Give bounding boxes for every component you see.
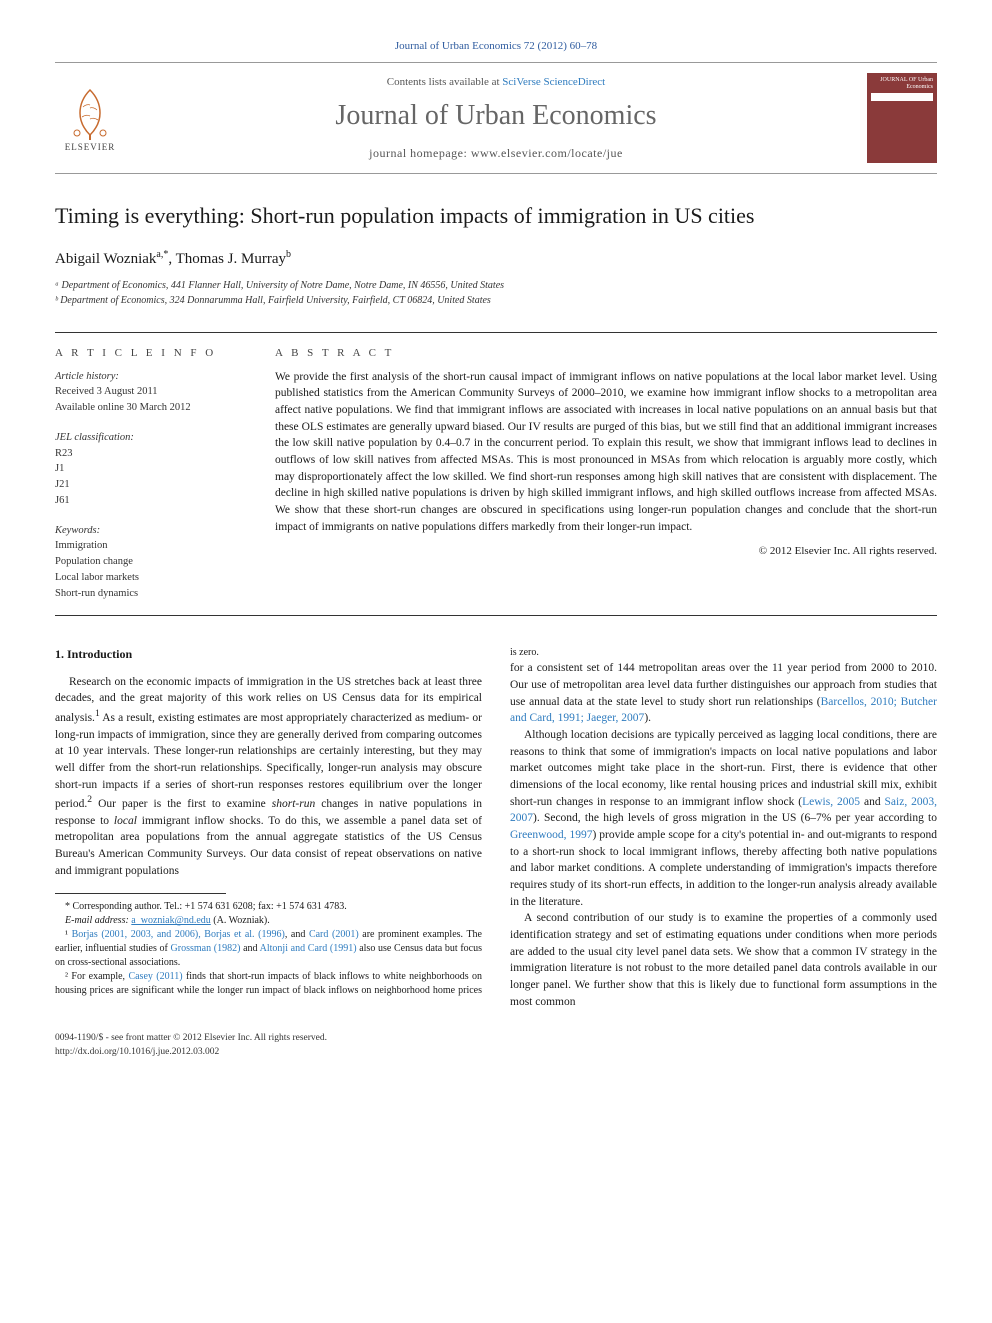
body-para: Research on the economic impacts of immi… (55, 674, 482, 880)
contents-prefix: Contents lists available at (387, 76, 502, 88)
para-text: ). Second, the high levels of gross migr… (533, 812, 937, 824)
citation-link[interactable]: Greenwood, 1997 (510, 829, 592, 841)
history-label: Article history: (55, 369, 245, 385)
fn-marker: ¹ (65, 929, 72, 940)
email-link[interactable]: a_wozniak@nd.edu (131, 915, 210, 926)
online-date: Available online 30 March 2012 (55, 400, 245, 416)
affiliation-b: ᵇ Department of Economics, 324 Donnarumm… (55, 293, 937, 308)
citation-link[interactable]: Altonji and Card (1991) (260, 943, 357, 954)
footer-copyright: 0094-1190/$ - see front matter © 2012 El… (55, 1032, 937, 1045)
journal-name: Journal of Urban Economics (125, 100, 867, 132)
para-text: ). (644, 712, 651, 724)
affiliation-a: ᵃ Department of Economics, 441 Flanner H… (55, 278, 937, 293)
citation-link[interactable]: Card (2001) (309, 929, 359, 940)
fn-text: , and (285, 929, 309, 940)
email-line: E-mail address: a_wozniak@nd.edu (A. Woz… (55, 914, 482, 928)
abstract-text: We provide the first analysis of the sho… (275, 369, 937, 536)
author-1: Abigail Wozniak (55, 251, 156, 267)
para-text: As a result, existing estimates are most… (55, 712, 482, 810)
body-para: A second contribution of our study is to… (510, 910, 937, 1010)
elsevier-logo: ELSEVIER (55, 78, 125, 158)
keywords-label: Keywords: (55, 523, 245, 539)
abstract-column: A B S T R A C T We provide the first ana… (275, 332, 937, 616)
email-label: E-mail address: (65, 915, 131, 926)
received-date: Received 3 August 2011 (55, 384, 245, 400)
footnote-rule (55, 893, 226, 894)
para-em: local (114, 815, 137, 827)
para-text: Our paper is the first to examine (92, 798, 272, 810)
keyword: Population change (55, 554, 245, 570)
citation-link[interactable]: Lewis, 2005 (802, 796, 860, 808)
elsevier-tree-icon (65, 85, 115, 140)
email-suffix: (A. Wozniak). (211, 915, 270, 926)
body-columns: 1. Introduction Research on the economic… (55, 646, 937, 1010)
citation-link[interactable]: Grossman (1982) (171, 943, 241, 954)
citation-link[interactable]: Borjas (2001, 2003, and 2006), Borjas et… (72, 929, 285, 940)
jel-code: J61 (55, 493, 245, 509)
homepage-prefix: journal homepage: (369, 146, 471, 160)
fn-text: and (240, 943, 259, 954)
section-heading-intro: 1. Introduction (55, 646, 482, 663)
keyword: Immigration (55, 538, 245, 554)
keyword: Short-run dynamics (55, 586, 245, 602)
contents-available-line: Contents lists available at SciVerse Sci… (125, 76, 867, 88)
author-2: Thomas J. Murray (176, 251, 286, 267)
body-para: Although location decisions are typicall… (510, 727, 937, 910)
footnote-1: ¹ Borjas (2001, 2003, and 2006), Borjas … (55, 928, 482, 970)
footer: 0094-1190/$ - see front matter © 2012 El… (55, 1032, 937, 1059)
scidirect-link[interactable]: SciVerse ScienceDirect (502, 76, 605, 88)
affiliations: ᵃ Department of Economics, 441 Flanner H… (55, 278, 937, 308)
fn-marker: ² For example, (65, 971, 128, 982)
body-para: for a consistent set of 144 metropolitan… (510, 660, 937, 727)
article-info-heading: A R T I C L E I N F O (55, 347, 245, 359)
abstract-copyright: © 2012 Elsevier Inc. All rights reserved… (275, 545, 937, 557)
author-2-sup: b (286, 249, 291, 260)
masthead: ELSEVIER Contents lists available at Sci… (55, 62, 937, 174)
publisher-name: ELSEVIER (65, 142, 116, 152)
jel-code: J1 (55, 461, 245, 477)
journal-cover-thumb: JOURNAL OF Urban Economics (867, 73, 937, 163)
footer-doi[interactable]: http://dx.doi.org/10.1016/j.jue.2012.03.… (55, 1046, 937, 1059)
para-text: and (860, 796, 884, 808)
header-citation: Journal of Urban Economics 72 (2012) 60–… (55, 40, 937, 52)
keyword: Local labor markets (55, 570, 245, 586)
homepage-url[interactable]: www.elsevier.com/locate/jue (471, 146, 623, 160)
para-em: short-run (272, 798, 315, 810)
article-info-column: A R T I C L E I N F O Article history: R… (55, 332, 245, 616)
author-1-sup: a,* (156, 249, 168, 260)
jel-code: J21 (55, 477, 245, 493)
jel-code: R23 (55, 446, 245, 462)
corresponding-author: * Corresponding author. Tel.: +1 574 631… (55, 900, 482, 914)
journal-homepage: journal homepage: www.elsevier.com/locat… (125, 146, 867, 161)
jel-label: JEL classification: (55, 430, 245, 446)
cover-thumb-title: JOURNAL OF Urban Economics (871, 77, 933, 91)
article-title: Timing is everything: Short-run populati… (55, 202, 937, 231)
citation-link[interactable]: Casey (2011) (128, 971, 182, 982)
abstract-heading: A B S T R A C T (275, 347, 937, 359)
authors: Abigail Wozniaka,*, Thomas J. Murrayb (55, 249, 937, 268)
